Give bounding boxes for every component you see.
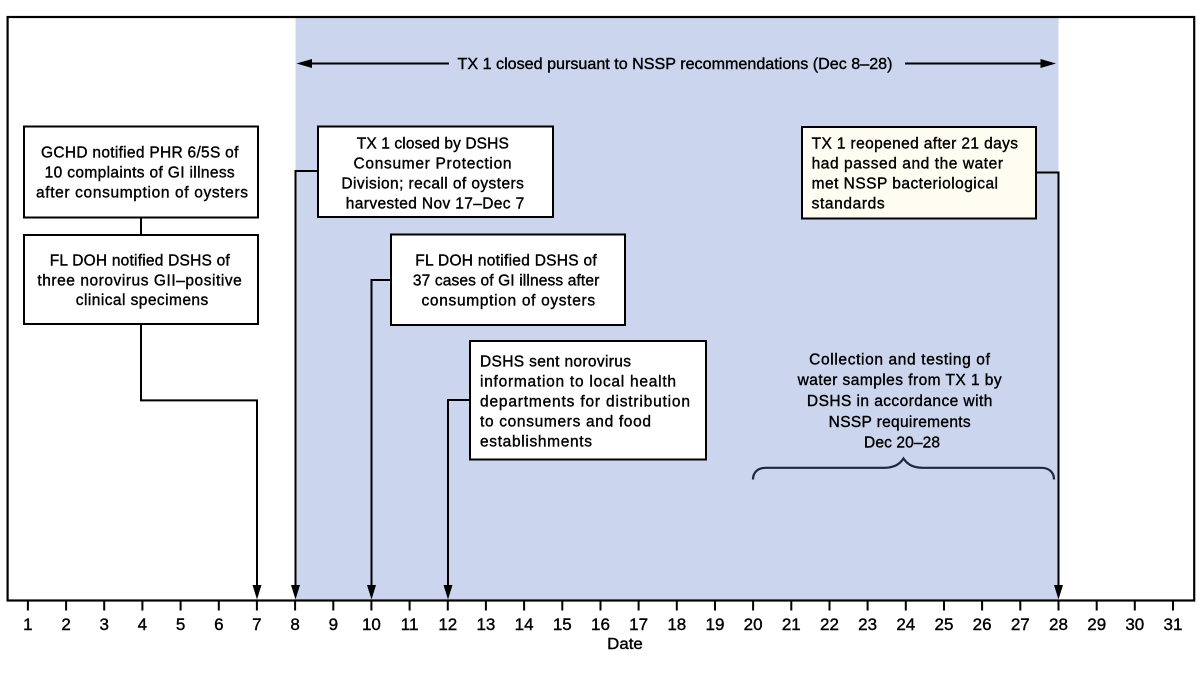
svg-text:28: 28	[1049, 615, 1068, 634]
svg-text:Collection and testing of: Collection and testing of water samples …	[797, 352, 1007, 452]
svg-text:6: 6	[214, 615, 223, 634]
svg-text:10: 10	[362, 615, 381, 634]
svg-text:FL DOH notified DSHS of: FL DOH notified DSHS of 37 cases of GI i…	[413, 253, 604, 310]
svg-text:15: 15	[553, 615, 572, 634]
svg-text:1: 1	[23, 615, 32, 634]
svg-text:13: 13	[476, 615, 495, 634]
svg-text:4: 4	[138, 615, 147, 634]
svg-text:5: 5	[176, 615, 185, 634]
svg-text:22: 22	[820, 615, 839, 634]
svg-text:FL DOH notified DSHS of: FL DOH notified DSHS of three norovirus …	[37, 253, 246, 310]
svg-text:9: 9	[329, 615, 338, 634]
svg-text:GCHD notified PHR 6/5S of: GCHD notified PHR 6/5S of 10 complaints …	[36, 145, 248, 202]
svg-text:19: 19	[706, 615, 725, 634]
svg-text:11: 11	[401, 615, 419, 634]
svg-text:24: 24	[896, 615, 915, 634]
svg-text:2: 2	[61, 615, 70, 634]
svg-text:7: 7	[252, 615, 261, 634]
svg-text:16: 16	[591, 615, 610, 634]
svg-text:25: 25	[935, 615, 954, 634]
svg-text:29: 29	[1087, 615, 1106, 634]
svg-text:26: 26	[973, 615, 992, 634]
svg-text:20: 20	[744, 615, 763, 634]
svg-text:TX 1 reopened after 21 days: TX 1 reopened after 21 days had passed a…	[812, 136, 1023, 213]
svg-text:12: 12	[438, 615, 457, 634]
svg-text:TX 1 closed pursuant to NSSP r: TX 1 closed pursuant to NSSP recommendat…	[458, 56, 893, 73]
svg-text:18: 18	[667, 615, 686, 634]
svg-text:8: 8	[290, 615, 299, 634]
svg-text:Date: Date	[607, 636, 643, 653]
svg-text:3: 3	[99, 615, 108, 634]
svg-text:21: 21	[782, 615, 801, 634]
svg-text:DSHS sent norovirus info: DSHS sent norovirus information to local…	[480, 354, 695, 451]
svg-text:30: 30	[1125, 615, 1144, 634]
svg-text:27: 27	[1011, 615, 1030, 634]
svg-text:31: 31	[1164, 615, 1183, 634]
svg-text:TX 1 closed by DSHS Cons: TX 1 closed by DSHS Consumer Protection …	[341, 136, 528, 213]
svg-text:23: 23	[858, 615, 877, 634]
svg-text:17: 17	[629, 615, 648, 634]
svg-text:14: 14	[515, 615, 534, 634]
